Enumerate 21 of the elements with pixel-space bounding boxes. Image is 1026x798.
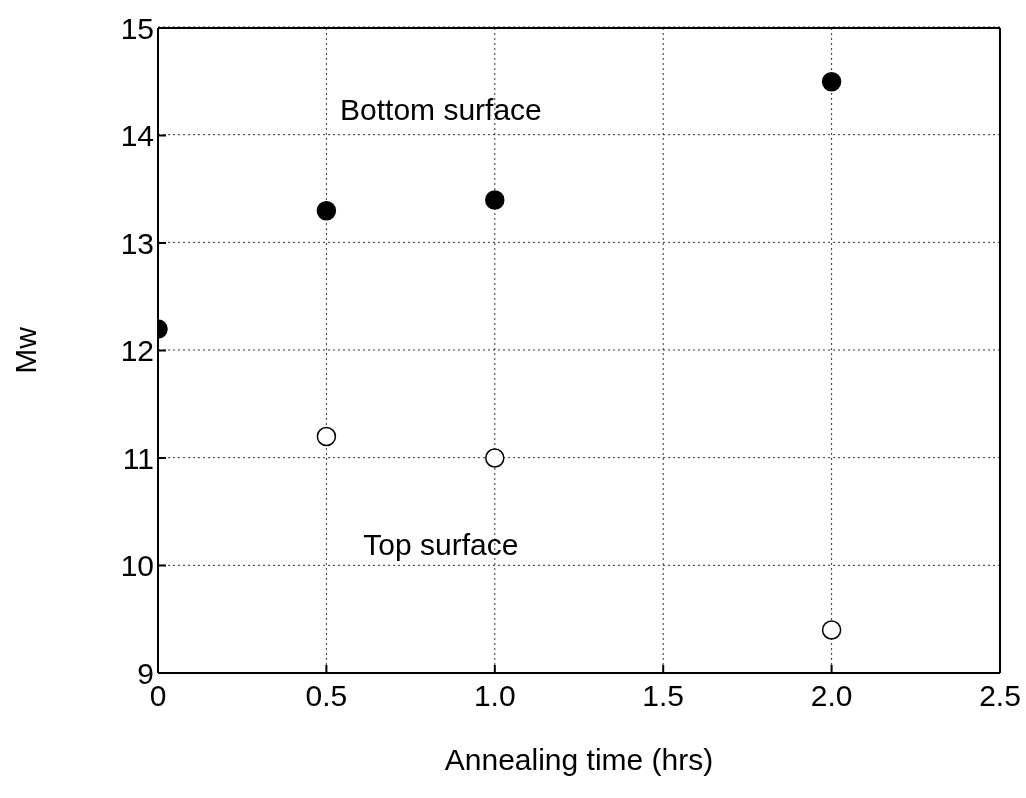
text: Bottom surface: [340, 92, 542, 126]
x-tick-label: 2.5: [979, 679, 1021, 713]
x-tick-label: 1.5: [642, 679, 685, 713]
point: [821, 72, 842, 92]
y-tick-label: 15: [120, 11, 154, 45]
y-tick-label: 10: [120, 549, 154, 583]
point: [485, 190, 505, 210]
x-tick-label: 0.5: [305, 679, 348, 713]
x-tick-label: 1.0: [473, 679, 516, 713]
x-tick-label: 2.0: [810, 679, 853, 713]
point: [316, 201, 337, 221]
y-tick-label: 14: [120, 119, 154, 153]
point: [821, 620, 842, 640]
y-axis-title: Mw: [8, 326, 42, 374]
point: [485, 448, 505, 468]
y-tick-label: 11: [122, 441, 154, 475]
y-tick-label: 12: [120, 334, 154, 368]
text: Top surface: [363, 527, 519, 561]
x-axis-title: Annealing time (hrs): [444, 743, 714, 776]
point: [316, 426, 337, 447]
y-tick-label: 13: [120, 226, 154, 260]
